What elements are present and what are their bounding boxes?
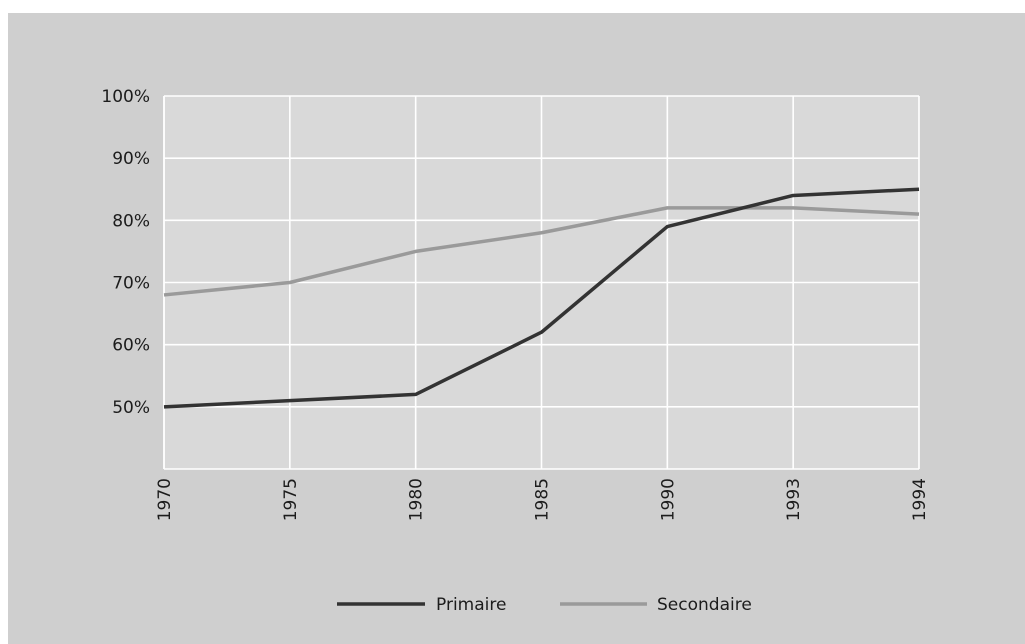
y-axis-tick-labels: 50% 60% 70% 80% 90% 100%: [101, 87, 150, 418]
y-tick-label: 70%: [112, 274, 150, 294]
x-tick-label: 1994: [910, 478, 930, 521]
x-tick-label: 1993: [784, 478, 804, 521]
x-tick-label: 1970: [155, 478, 175, 521]
x-tick-label: 1990: [658, 478, 678, 521]
y-tick-label: 60%: [112, 336, 150, 356]
x-tick-label: 1975: [281, 478, 301, 521]
y-tick-label: 50%: [112, 398, 150, 418]
series-line-primaire: [163, 187, 920, 409]
y-tick-label: 80%: [112, 211, 150, 231]
x-tick-label: 1985: [533, 478, 553, 521]
y-tick-label: 100%: [101, 87, 150, 107]
series-lines: [163, 187, 920, 409]
y-tick-label: 90%: [112, 149, 150, 169]
x-tick-label: 1980: [407, 478, 427, 521]
legend-label-secondaire: Secondaire: [657, 595, 752, 615]
x-axis-tick-labels: 1970 1975 1980 1985 1990 1993 1994: [155, 478, 930, 521]
series-line-secondaire: [163, 206, 920, 297]
legend-label-primaire: Primaire: [436, 595, 506, 615]
legend: Primaire Secondaire: [337, 595, 752, 615]
